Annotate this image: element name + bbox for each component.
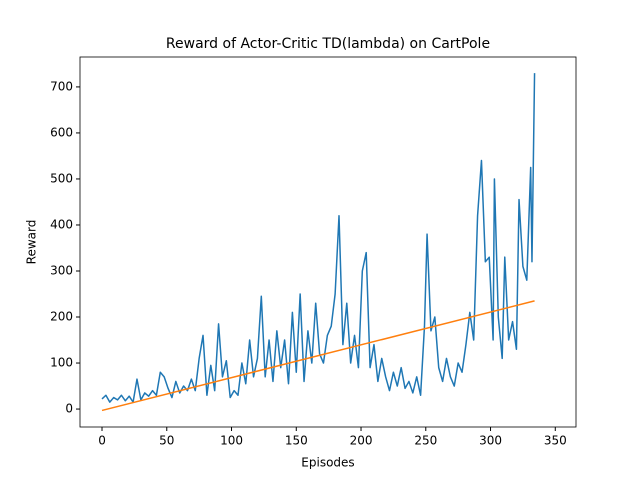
y-tick-label: 100 <box>50 356 73 370</box>
y-tick-label: 400 <box>50 217 73 231</box>
y-axis-label: Reward <box>25 220 39 265</box>
plot-frame <box>79 56 577 428</box>
y-tick-label: 700 <box>50 79 73 93</box>
x-tick-label: 300 <box>479 434 502 448</box>
y-tick-label: 500 <box>50 171 73 185</box>
x-tick-label: 250 <box>414 434 437 448</box>
x-tick-label: 200 <box>350 434 373 448</box>
y-tick-label: 200 <box>50 310 73 324</box>
data-line <box>101 300 535 412</box>
y-tick-label: 300 <box>50 263 73 277</box>
x-tick-label: 50 <box>159 434 174 448</box>
chart-title: Reward of Actor-Critic TD(lambda) on Car… <box>166 36 490 52</box>
data-line <box>101 73 536 403</box>
x-axis-label: Episodes <box>301 456 354 470</box>
y-tick-label: 600 <box>50 125 73 139</box>
y-tick-label: 0 <box>65 402 73 416</box>
x-tick-label: 0 <box>98 434 106 448</box>
x-tick-label: 350 <box>544 434 567 448</box>
x-tick-label: 100 <box>220 434 243 448</box>
x-tick-label: 150 <box>285 434 308 448</box>
